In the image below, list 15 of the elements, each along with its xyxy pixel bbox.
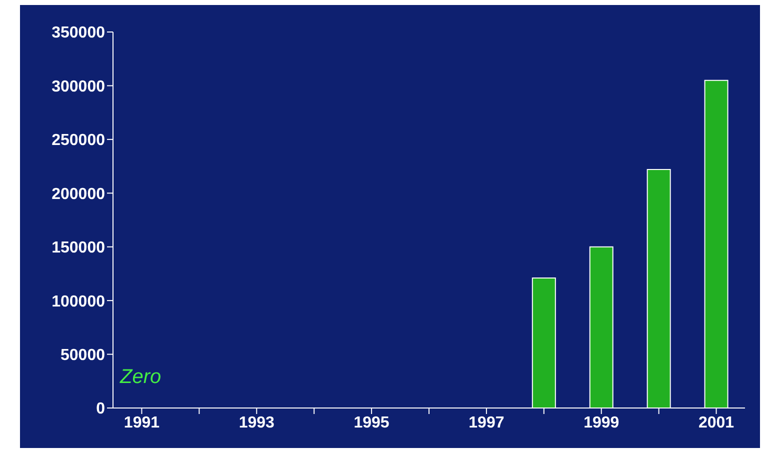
x-tick-label: 1991 (124, 414, 160, 432)
x-tick-label: 1993 (238, 414, 275, 432)
y-tick-label: 250000 (52, 132, 106, 150)
y-tick-label: 0 (96, 400, 106, 418)
y-tick-label: 350000 (52, 24, 106, 42)
x-tick-label: 1997 (468, 414, 504, 432)
x-tick-label: 2001 (698, 414, 734, 432)
x-tick-label: 1999 (584, 414, 620, 432)
y-tick-label: 300000 (52, 78, 106, 96)
x-tick-label: 1995 (354, 414, 390, 432)
y-tick-label: 200000 (52, 186, 106, 203)
y-tick-label: 150000 (52, 240, 106, 257)
note-text: Zero (120, 366, 162, 389)
y-tick-label: 100000 (52, 293, 106, 310)
y-tick-label: 50000 (60, 346, 106, 364)
